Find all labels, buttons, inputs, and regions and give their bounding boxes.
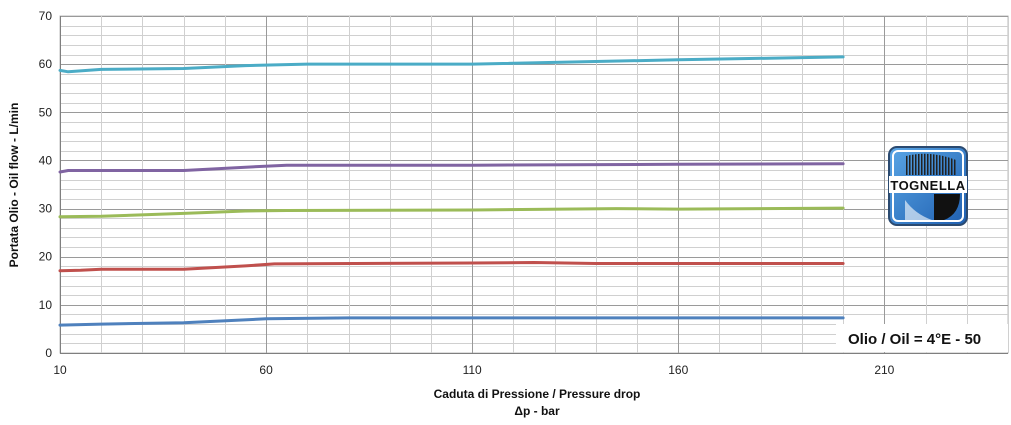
series-line-5 — [58, 316, 845, 327]
x-axis-subtitle: Δp - bar — [514, 404, 560, 418]
logo-text: TOGNELLA — [890, 178, 965, 193]
x-tick-label: 160 — [668, 363, 688, 377]
plot-area — [59, 15, 1009, 354]
series-line-2 — [58, 162, 845, 174]
y-tick-label: 10 — [39, 298, 53, 312]
y-tick-label: 40 — [39, 153, 53, 167]
x-tick-labels: 10 60 110 160 210 — [53, 363, 894, 377]
y-tick-label: 50 — [39, 105, 53, 119]
x-tick-label: 110 — [463, 363, 482, 377]
y-tick-label: 70 — [39, 9, 53, 23]
x-tick-label: 60 — [259, 363, 273, 377]
y-tick-label: 0 — [45, 346, 52, 360]
x-tick-label: 10 — [53, 363, 67, 377]
grid — [59, 15, 1009, 354]
y-tick-label: 60 — [39, 57, 53, 71]
x-tick-label: 210 — [874, 363, 894, 377]
y-axis-title: Portata Olio - Oil flow - L/min — [7, 103, 21, 268]
y-tick-label: 20 — [39, 250, 53, 264]
y-tick-label: 30 — [39, 202, 53, 216]
x-axis-title: Caduta di Pressione / Pressure drop — [434, 387, 641, 401]
series-line-1 — [58, 55, 845, 74]
series-line-4 — [58, 261, 845, 273]
logo-text-band — [889, 176, 967, 193]
series-line-3 — [58, 206, 845, 219]
annotation-box: Olio / Oil = 4°E - 50 — [836, 324, 1008, 352]
series-group — [58, 55, 845, 327]
tognella-logo: TOGNELLA — [888, 146, 968, 226]
y-tick-labels: 0 10 20 30 40 50 60 70 — [39, 9, 53, 360]
annotation-text: Olio / Oil = 4°E - 50 — [848, 331, 981, 348]
